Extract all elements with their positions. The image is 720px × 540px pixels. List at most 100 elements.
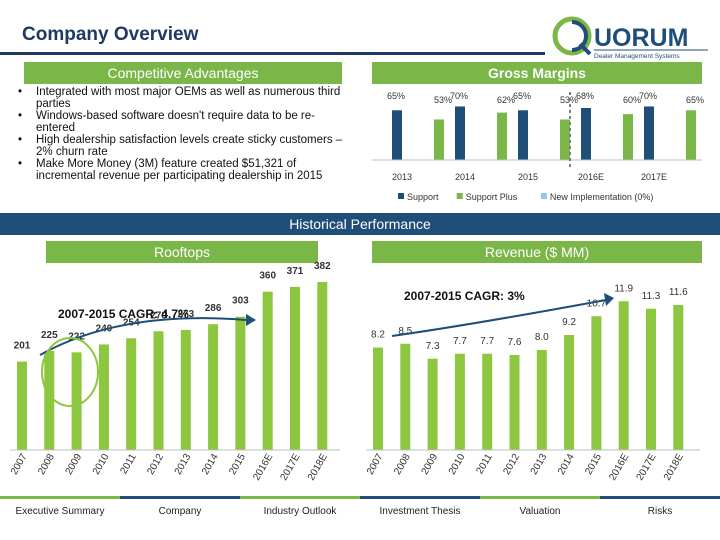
gross-margin-label: 70% (639, 91, 657, 101)
revenue-category: 2014 (556, 452, 577, 477)
rooftops-bar (44, 351, 55, 450)
rooftops-value-label: 225 (41, 330, 58, 341)
nav-tab-indicator (600, 496, 720, 499)
gross-margin-category: 2013 (392, 172, 412, 182)
rooftops-bar (208, 324, 219, 450)
revenue-category: 2016E (607, 452, 631, 483)
nav-tab-industry-outlook[interactable]: Industry Outlook (263, 506, 337, 517)
gross-margin-bar (644, 106, 654, 160)
rooftops-category: 2015 (227, 452, 248, 477)
revenue-value-label: 11.3 (642, 291, 661, 302)
rooftops-value-label: 201 (14, 341, 31, 352)
revenue-category: 2011 (475, 452, 495, 477)
gross-margin-label: 53% (560, 95, 578, 105)
revenue-category: 2015 (583, 452, 604, 477)
revenue-bar (427, 358, 438, 450)
revenue-arrow-head (604, 293, 614, 306)
revenue-bar (454, 353, 465, 450)
revenue-category: 2012 (501, 452, 522, 477)
rooftops-category: 2010 (91, 452, 112, 477)
revenue-bar (618, 301, 629, 450)
revenue-bar (646, 308, 656, 450)
gross-margin-label: 70% (450, 91, 468, 101)
revenue-bar (536, 350, 547, 450)
rooftops-trend-arrow (39, 317, 247, 356)
revenue-bar (564, 335, 575, 450)
logo-tagline: Dealer Management Systems (594, 53, 680, 60)
gross-margin-category: 2015 (518, 172, 538, 182)
nav-tab-executive-summary[interactable]: Executive Summary (15, 506, 105, 517)
revenue-cagr-annotation: 2007-2015 CAGR: 3% (404, 289, 525, 303)
nav-tab-indicator (0, 496, 120, 499)
revenue-value-label: 7.3 (426, 341, 440, 352)
revenue-bar (509, 355, 520, 450)
historical-performance-header: Historical Performance (0, 213, 720, 235)
rooftops-category: 2014 (200, 452, 221, 477)
rooftops-header: Rooftops (46, 241, 318, 263)
gross-margins-header: Gross Margins (372, 62, 702, 84)
revenue-value-label: 10.7 (587, 298, 607, 309)
rooftops-value-label: 371 (287, 266, 304, 277)
rooftops-value-label: 273 (177, 309, 194, 320)
gross-margin-bar (496, 112, 507, 160)
rooftops-category: 2011 (119, 452, 139, 477)
rooftops-category: 2017E (279, 452, 303, 483)
gross-margin-category: 2017E (641, 172, 667, 182)
gross-margin-label: 65% (387, 91, 405, 101)
rooftops-bar (262, 291, 273, 450)
revenue-header: Revenue ($ MM) (372, 241, 702, 263)
revenue-category: 2008 (392, 452, 413, 477)
rooftops-category: 2008 (36, 452, 57, 477)
gross-margin-label: 62% (497, 95, 515, 105)
revenue-value-label: 8.5 (398, 326, 412, 337)
gross-margin-bar (392, 110, 402, 160)
rooftops-bar (235, 316, 246, 450)
legend-entry: New Implementation (0%) (550, 192, 654, 202)
gross-margin-bar (455, 106, 465, 160)
nav-tab-indicator (240, 496, 360, 499)
rooftops-category: 2009 (64, 452, 85, 477)
quorum-logo-icon: UORUM Dealer Management Systems (552, 16, 708, 60)
nav-tab-indicator (120, 496, 240, 499)
gross-margin-label: 65% (513, 91, 531, 101)
gross-margin-bar (559, 119, 570, 160)
gross-margin-bar (685, 110, 696, 160)
revenue-trend-arrow (391, 299, 607, 337)
revenue-value-label: 7.7 (480, 336, 494, 347)
rooftops-bar (17, 361, 27, 450)
nav-tab-investment-thesis[interactable]: Investment Thesis (379, 506, 461, 517)
revenue-category: 2017E (635, 452, 659, 483)
gross-margin-label: 53% (434, 95, 452, 105)
rooftops-value-label: 382 (314, 261, 331, 272)
rooftops-value-label: 360 (259, 271, 276, 282)
revenue-value-label: 11.9 (614, 283, 633, 294)
revenue-value-label: 7.7 (453, 336, 467, 347)
rooftops-category: 2018E (306, 452, 330, 483)
logo-brand-text: UORUM (594, 24, 688, 52)
legend-swatch (398, 193, 404, 199)
legend-swatch (540, 193, 547, 199)
gross-margin-category: 2014 (455, 172, 475, 182)
title-rule (0, 52, 545, 55)
rooftops-category: 2012 (145, 452, 166, 477)
nav-tab-company[interactable]: Company (158, 506, 202, 517)
advantage-bullet: Make More Money (3M) feature created $51… (8, 158, 353, 182)
rooftops-bar (180, 329, 191, 450)
revenue-category: 2009 (420, 452, 441, 477)
page-title: Company Overview (22, 24, 199, 45)
gross-margin-label: 68% (576, 91, 594, 101)
rooftops-arrow-head (246, 314, 256, 326)
revenue-bar (673, 305, 684, 450)
revenue-value-label: 8.2 (371, 330, 385, 341)
nav-tab-risks[interactable]: Risks (647, 506, 673, 517)
nav-tab-valuation[interactable]: Valuation (519, 506, 561, 517)
revenue-bar (591, 316, 602, 450)
rooftops-bar (98, 344, 109, 450)
legend-entry: Support (407, 192, 439, 202)
advantage-bullet: Integrated with most major OEMs as well … (8, 86, 353, 110)
rooftops-bar (317, 282, 328, 450)
revenue-value-label: 7.6 (508, 337, 522, 348)
rooftops-cagr-annotation: 2007-2015 CAGR: 4.7% (58, 307, 189, 321)
rooftops-value-label: 286 (205, 303, 222, 314)
